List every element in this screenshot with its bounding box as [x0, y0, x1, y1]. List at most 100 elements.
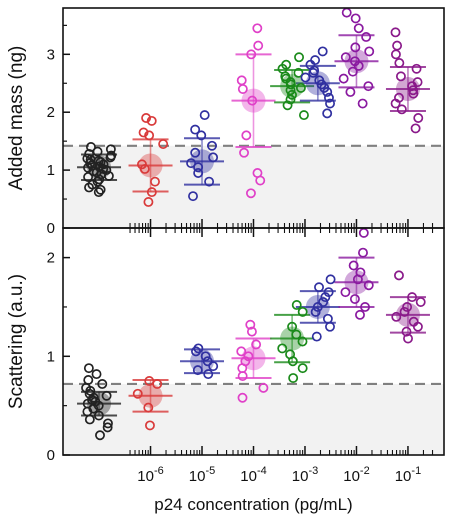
data-point [325, 274, 336, 285]
x-tick-label-base: 10 [240, 468, 257, 485]
data-point [350, 42, 361, 53]
data-point [399, 306, 410, 317]
data-point [312, 302, 323, 312]
data-point [87, 160, 98, 171]
data-point [91, 369, 102, 380]
data-point [311, 331, 322, 342]
data-point [394, 270, 404, 281]
data-point [358, 227, 369, 238]
data-point [401, 326, 412, 337]
data-point [87, 179, 98, 190]
data-point [314, 282, 324, 293]
mean-marker [190, 149, 215, 174]
data-point [240, 356, 251, 367]
y-tick-label: 2 [47, 250, 55, 267]
x-tick-label: 10-5 [189, 465, 215, 485]
data-point [340, 52, 351, 63]
data-point [394, 92, 404, 103]
data-point [145, 420, 155, 431]
data-point [364, 46, 375, 57]
data-point [355, 267, 366, 278]
data-point [324, 92, 334, 103]
x-tick-label-base: 10 [292, 468, 309, 485]
data-point [190, 124, 201, 135]
data-point [349, 294, 360, 305]
data-point [285, 94, 296, 105]
data-point [138, 127, 149, 138]
data-point [200, 351, 211, 362]
data-point [82, 153, 93, 164]
data-point [340, 287, 351, 298]
data-point [361, 31, 372, 42]
x-tick-label-exponent: -3 [308, 465, 318, 477]
data-point [322, 313, 333, 324]
data-point [293, 67, 304, 78]
data-point [412, 77, 423, 88]
data-point [413, 113, 424, 123]
data-point [144, 130, 155, 141]
mean-marker [138, 153, 163, 178]
data-point [396, 104, 407, 115]
data-point [236, 75, 247, 86]
data-point [310, 55, 321, 66]
x-tick-label-exponent: -2 [360, 465, 370, 477]
data-point [415, 297, 426, 307]
mean-marker [280, 326, 305, 351]
data-point [252, 168, 263, 178]
data-point [363, 81, 374, 92]
data-point [137, 159, 147, 170]
data-point [239, 147, 249, 158]
data-point [247, 95, 258, 106]
threshold-shade [63, 145, 444, 228]
data-point [318, 297, 329, 307]
data-point [310, 306, 321, 317]
mean-marker [138, 383, 163, 408]
data-point [390, 49, 401, 60]
data-point [323, 287, 334, 298]
data-point [141, 113, 152, 123]
data-point [87, 394, 97, 405]
data-point [92, 176, 103, 187]
data-point [252, 23, 263, 34]
y-axis-label-added-mass: Added mass (ng) [6, 46, 27, 191]
data-point [300, 72, 311, 83]
data-point [83, 363, 94, 374]
data-points [81, 7, 426, 441]
data-point [390, 27, 401, 38]
data-point [297, 336, 308, 347]
data-point [193, 162, 204, 173]
y-tick-label: 2 [47, 104, 55, 121]
data-point [132, 388, 143, 399]
x-tick-label-exponent: -1 [411, 465, 421, 477]
data-point [246, 326, 257, 337]
x-tick-label-base: 10 [189, 468, 206, 485]
data-point [86, 141, 96, 152]
data-point [410, 123, 421, 134]
mean-marker [241, 88, 266, 113]
x-tick-label: 10-2 [343, 465, 369, 485]
x-tick-label: 10-3 [292, 465, 318, 485]
tick-marks [63, 24, 434, 456]
x-tick-label-exponent: -4 [257, 465, 267, 477]
below-threshold-shading [63, 145, 444, 455]
y-tick-label: 1 [47, 348, 55, 365]
data-point [102, 422, 113, 433]
data-point [253, 40, 264, 51]
data-point [395, 71, 406, 82]
data-point [338, 73, 349, 84]
data-point [144, 376, 155, 386]
data-point [345, 86, 356, 97]
data-point [193, 343, 204, 354]
data-point [402, 302, 413, 312]
data-point [105, 144, 116, 155]
data-point [150, 176, 160, 187]
data-point [158, 139, 169, 150]
data-point [83, 375, 94, 385]
data-point [258, 382, 269, 393]
data-point [83, 172, 94, 183]
data-point [360, 302, 370, 312]
data-point [246, 49, 257, 60]
data-point [357, 98, 368, 109]
data-point [97, 378, 108, 389]
